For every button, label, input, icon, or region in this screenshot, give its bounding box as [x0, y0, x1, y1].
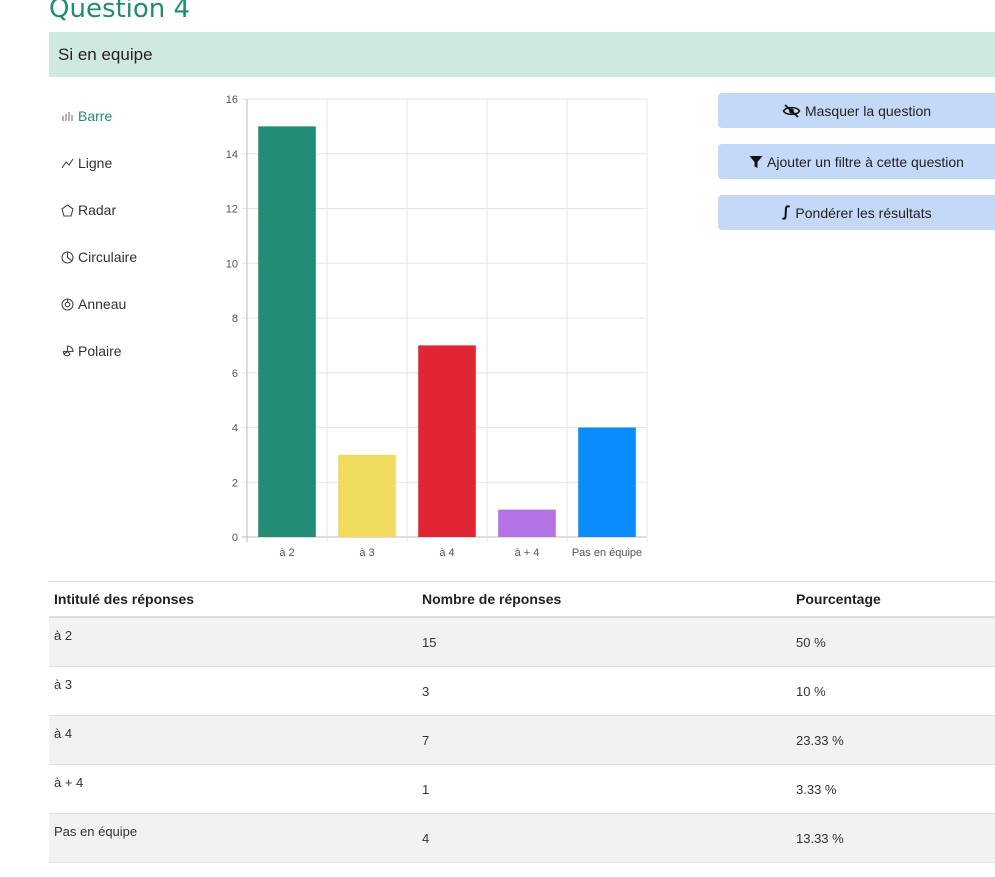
hide-question-label: Masquer la question — [804, 102, 932, 119]
response-count: 3 — [417, 666, 791, 716]
table-header-row: Intitulé des réponses Nombre de réponses… — [49, 581, 995, 618]
chart-type-line[interactable]: Ligne — [60, 153, 137, 173]
line-chart-icon — [60, 156, 74, 170]
chart-type-label: Circulaire — [78, 249, 138, 265]
x-tick-label: Pas en équipe — [572, 547, 642, 559]
y-tick-label: 2 — [232, 477, 238, 489]
bar — [258, 126, 316, 537]
response-percentage: 50 % — [791, 617, 995, 667]
responses-table: Intitulé des réponses Nombre de réponses… — [49, 581, 995, 863]
response-count: 7 — [417, 715, 791, 765]
y-tick-label: 6 — [232, 368, 238, 380]
weight-results-label: Pondérer les résultats — [795, 204, 932, 221]
table-row: à + 4 1 3.33 % — [49, 764, 995, 814]
chart-type-doughnut[interactable]: Anneau — [60, 294, 137, 314]
y-tick-label: 14 — [226, 149, 238, 161]
y-tick-label: 8 — [232, 313, 238, 325]
x-tick-label: à + 4 — [515, 547, 540, 559]
chart-type-pie[interactable]: Circulaire — [60, 247, 137, 267]
chart-type-label: Barre — [78, 108, 113, 124]
table-row: Pas en équipe 4 13.33 % — [49, 813, 995, 863]
bar-chart: 0 2 4 6 8 10 12 14 16 à 2 à 3 à 4 à + 4 Pas en équipe — [226, 94, 648, 559]
response-label: à 2 — [49, 617, 417, 667]
header-percentage: Pourcentage — [791, 581, 995, 618]
table-row: à 3 3 10 % — [49, 666, 995, 716]
add-filter-button[interactable]: Ajouter un filtre à cette question — [718, 144, 995, 179]
chart-type-label: Polaire — [78, 343, 122, 359]
filter-icon — [749, 155, 763, 169]
chart-type-label: Anneau — [78, 296, 127, 312]
question-actions: Masquer la question Ajouter un filtre à … — [718, 93, 995, 246]
bar-chart-icon — [60, 109, 74, 123]
response-label: Pas en équipe — [49, 813, 417, 863]
weight-results-button[interactable]: Pondérer les résultats — [718, 195, 995, 230]
add-filter-label: Ajouter un filtre à cette question — [767, 153, 964, 170]
eye-slash-icon — [782, 103, 801, 118]
response-count: 4 — [417, 813, 791, 863]
response-label: à 3 — [49, 666, 417, 716]
y-tick-label: 0 — [232, 532, 238, 544]
table-row: à 4 7 23.33 % — [49, 715, 995, 765]
hide-question-button[interactable]: Masquer la question — [718, 93, 995, 128]
x-tick-label: à 2 — [279, 547, 294, 559]
header-response-count: Nombre de réponses — [417, 581, 791, 618]
chart-type-menu: Barre Ligne Radar Circulaire Anneau Pola… — [60, 106, 137, 388]
doughnut-chart-icon — [60, 297, 74, 311]
y-tick-label: 12 — [226, 204, 238, 216]
x-tick-label: à 4 — [439, 547, 454, 559]
polar-chart-icon — [60, 344, 74, 358]
chart-type-label: Radar — [78, 202, 117, 218]
question-title: Question 4 — [49, 0, 191, 24]
question-subtitle: Si en equipe — [58, 44, 153, 64]
response-percentage: 10 % — [791, 666, 995, 716]
table-row: à 2 15 50 % — [49, 617, 995, 667]
bar — [578, 427, 636, 537]
y-tick-label: 16 — [226, 94, 238, 106]
bar — [498, 509, 556, 537]
radar-chart-icon — [60, 203, 74, 217]
bar — [418, 345, 476, 537]
response-percentage: 13.33 % — [791, 813, 995, 863]
chart-type-radar[interactable]: Radar — [60, 200, 137, 220]
response-count: 1 — [417, 764, 791, 814]
bar — [338, 454, 396, 537]
response-label: à 4 — [49, 715, 417, 765]
response-percentage: 3.33 % — [791, 764, 995, 814]
chart-type-label: Ligne — [78, 155, 113, 171]
pie-chart-icon — [60, 250, 74, 264]
response-count: 15 — [417, 617, 791, 667]
y-tick-label: 4 — [232, 423, 238, 435]
response-label: à + 4 — [49, 764, 417, 814]
question-subtitle-band: Si en equipe — [49, 32, 995, 77]
header-response-label: Intitulé des réponses — [49, 581, 417, 618]
chart-type-polar[interactable]: Polaire — [60, 341, 137, 361]
y-tick-label: 10 — [226, 258, 238, 270]
chart-type-bar[interactable]: Barre — [60, 106, 137, 126]
x-tick-label: à 3 — [359, 547, 374, 559]
response-percentage: 23.33 % — [791, 715, 995, 765]
integral-icon — [781, 205, 791, 220]
